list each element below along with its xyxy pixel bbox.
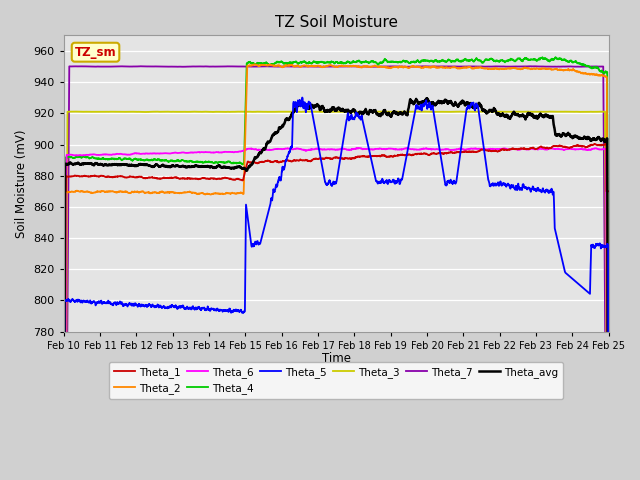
- Theta_3: [269, 109, 276, 115]
- Theta_avg: [154, 163, 162, 169]
- Theta_avg: [536, 112, 543, 118]
- Theta_7: [138, 63, 145, 69]
- Theta_5: [594, 241, 602, 247]
- Y-axis label: Soil Moisture (mV): Soil Moisture (mV): [15, 129, 28, 238]
- Theta_4: [292, 59, 300, 65]
- Theta_7: [292, 64, 300, 70]
- Theta_5: [154, 303, 162, 309]
- Theta_1: [269, 159, 276, 165]
- Theta_1: [292, 157, 300, 163]
- X-axis label: Time: Time: [322, 352, 351, 365]
- Theta_avg: [594, 135, 602, 141]
- Theta_4: [538, 54, 546, 60]
- Theta_6: [355, 145, 363, 151]
- Line: Theta_1: Theta_1: [64, 144, 609, 192]
- Theta_3: [70, 108, 77, 114]
- Theta_6: [269, 147, 276, 153]
- Line: Theta_5: Theta_5: [64, 97, 609, 480]
- Theta_7: [594, 64, 602, 70]
- Theta_4: [122, 156, 130, 161]
- Theta_2: [594, 72, 602, 78]
- Theta_7: [536, 63, 543, 69]
- Theta_3: [122, 109, 130, 115]
- Theta_avg: [422, 96, 430, 101]
- Theta_6: [536, 146, 543, 152]
- Theta_2: [536, 66, 543, 72]
- Theta_6: [594, 146, 602, 152]
- Theta_5: [292, 103, 300, 108]
- Theta_avg: [292, 104, 300, 109]
- Theta_1: [594, 142, 602, 148]
- Theta_5: [536, 187, 543, 192]
- Theta_1: [591, 141, 598, 147]
- Theta_5: [298, 95, 306, 100]
- Title: TZ Soil Moisture: TZ Soil Moisture: [275, 15, 397, 30]
- Theta_avg: [269, 132, 276, 138]
- Line: Theta_7: Theta_7: [64, 66, 609, 480]
- Legend: Theta_1, Theta_2, Theta_6, Theta_4, Theta_5, Theta_3, Theta_7, Theta_avg: Theta_1, Theta_2, Theta_6, Theta_4, Thet…: [109, 361, 563, 399]
- Theta_5: [122, 302, 130, 308]
- Line: Theta_6: Theta_6: [64, 148, 609, 480]
- Theta_1: [60, 189, 68, 194]
- Theta_1: [154, 176, 162, 181]
- Theta_5: [269, 192, 276, 198]
- Theta_1: [605, 189, 612, 194]
- Text: TZ_sm: TZ_sm: [75, 46, 116, 59]
- Theta_6: [154, 151, 162, 156]
- Theta_2: [269, 62, 276, 68]
- Theta_7: [155, 63, 163, 69]
- Theta_3: [292, 109, 300, 115]
- Theta_2: [252, 61, 259, 67]
- Theta_2: [154, 190, 162, 196]
- Theta_7: [122, 63, 130, 69]
- Line: Theta_3: Theta_3: [64, 111, 609, 480]
- Theta_1: [122, 175, 130, 180]
- Theta_4: [269, 61, 276, 67]
- Theta_3: [155, 109, 163, 115]
- Theta_1: [535, 144, 543, 150]
- Line: Theta_avg: Theta_avg: [64, 98, 609, 480]
- Theta_avg: [122, 162, 130, 168]
- Line: Theta_2: Theta_2: [64, 64, 609, 480]
- Line: Theta_4: Theta_4: [64, 57, 609, 480]
- Theta_4: [535, 56, 543, 61]
- Theta_3: [536, 109, 543, 115]
- Theta_7: [269, 64, 276, 70]
- Theta_2: [292, 63, 300, 69]
- Theta_4: [154, 156, 162, 162]
- Theta_2: [122, 189, 130, 194]
- Theta_6: [122, 152, 130, 157]
- Theta_6: [292, 146, 300, 152]
- Theta_3: [594, 109, 602, 115]
- Theta_4: [594, 65, 602, 71]
